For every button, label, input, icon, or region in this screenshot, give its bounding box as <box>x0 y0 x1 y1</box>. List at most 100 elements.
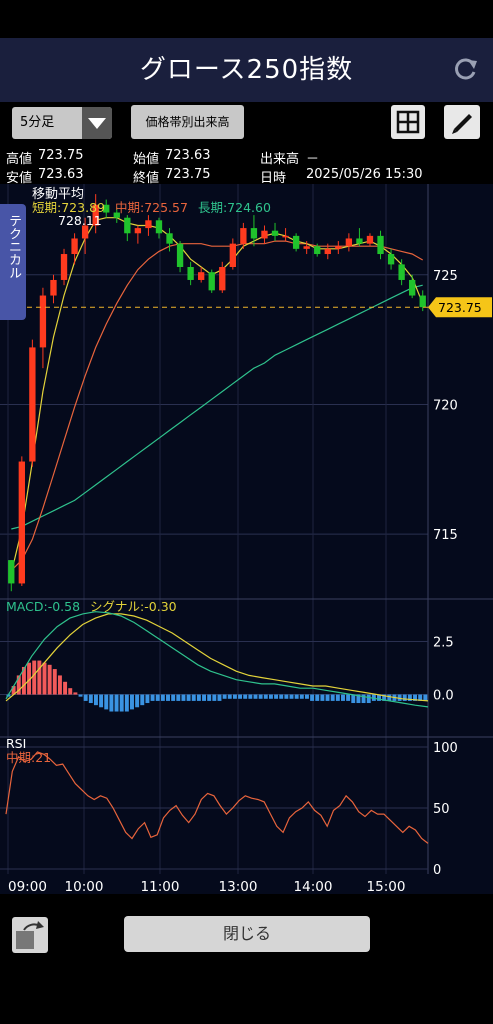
macd-histogram-bar <box>366 694 371 704</box>
candle-body <box>250 228 258 239</box>
close-button[interactable]: 閉じる <box>124 916 370 952</box>
macd-histogram-bar <box>93 694 98 706</box>
sma-long-line <box>11 284 423 530</box>
chart-area[interactable]: 725 720 715 移動平均 短期:723.89 中期:725.57 長期:72… <box>0 184 493 895</box>
candle-body <box>366 235 374 244</box>
rsi-title: RSI <box>6 736 26 751</box>
rsi-legend-value: 21 <box>35 750 51 765</box>
candle-body <box>240 228 247 244</box>
candle-body <box>409 279 416 296</box>
candlestick-series <box>8 194 426 592</box>
candle-body <box>208 272 215 291</box>
macd-histogram-bar <box>279 694 284 699</box>
candle-body <box>155 220 163 234</box>
rotate-icon <box>16 921 44 949</box>
price-band-volume-button[interactable]: 価格帯別出来高 <box>131 105 244 139</box>
candle-body <box>92 204 99 226</box>
macd-histogram-bar <box>222 694 227 699</box>
sma-short-line <box>10 217 424 574</box>
candle-body <box>356 238 363 244</box>
technical-tab-label: テクニカル <box>6 214 21 279</box>
candle-body <box>387 254 395 265</box>
rotate-screen-button[interactable] <box>12 917 48 953</box>
time-tick-label: 09:00 <box>8 879 47 894</box>
legend-mid-value: 725.57 <box>144 200 188 215</box>
candle-body <box>18 461 25 584</box>
macd-histogram-bar <box>119 694 124 712</box>
macd-histogram-bar <box>47 664 52 695</box>
volume-value: － <box>306 152 320 167</box>
sma-mid-line <box>10 240 423 571</box>
candle-body <box>271 230 279 236</box>
legend-long-value: 724.60 <box>227 200 271 215</box>
macd-histogram-bar <box>99 694 104 708</box>
rsi-grid <box>0 746 428 870</box>
price-axis: 725 720 715 <box>433 269 458 543</box>
macd-histogram-bar <box>42 662 47 695</box>
candle-body <box>134 228 142 234</box>
chevron-down-icon <box>82 107 112 139</box>
macd-histogram-bar <box>104 694 109 710</box>
macd-histogram-bar <box>299 694 304 699</box>
drawing-tool-button[interactable] <box>444 105 480 139</box>
pencil-icon <box>452 114 472 134</box>
datetime-value: 2025/05/26 15:30 <box>306 167 423 182</box>
candle-body <box>377 235 384 255</box>
macd-histogram-bar <box>377 694 381 701</box>
macd-histogram-bar <box>11 686 16 695</box>
time-tick-label: 13:00 <box>219 879 258 894</box>
candle-body <box>81 225 89 239</box>
macd-histogram-bar <box>186 694 191 701</box>
macd-histogram-bar <box>145 694 150 704</box>
low-label: 安値 <box>6 171 33 186</box>
legend-short-name: 短期 <box>32 200 57 215</box>
macd-histogram-bar <box>191 694 196 701</box>
macd-histogram-bar <box>258 694 263 699</box>
macd-histogram-bar <box>320 694 325 701</box>
title-bar <box>0 38 493 102</box>
candle-body <box>8 560 15 584</box>
refresh-icon[interactable] <box>453 56 479 82</box>
macd-histogram-bar <box>135 694 140 708</box>
sma-mid-series <box>10 240 423 571</box>
datetime-label: 日時 <box>260 171 287 186</box>
macd-histogram-bar <box>407 694 412 701</box>
macd-histogram-bar <box>361 694 366 704</box>
macd-histogram-bar <box>346 694 351 701</box>
technical-tab[interactable] <box>0 204 26 320</box>
macd-histogram-bar <box>423 694 428 701</box>
rsi-tick-label: 100 <box>433 741 458 756</box>
macd-histogram-bar <box>150 694 155 701</box>
macd-histogram-bar <box>212 694 217 701</box>
rsi-tick-label: 50 <box>433 802 450 817</box>
macd-histogram-bar <box>155 694 160 701</box>
candle-body <box>145 220 152 229</box>
time-axis: 09:00 10:00 11:00 13:00 14:00 15:00 <box>8 879 405 895</box>
candle-body <box>282 235 289 238</box>
candle-body <box>335 246 342 249</box>
macd-histogram-bar <box>268 694 273 699</box>
macd-histogram-bar <box>27 662 32 695</box>
macd-histogram-bar <box>83 694 88 701</box>
macd-histogram-bar <box>114 694 119 712</box>
macd-histogram-bar <box>356 694 361 704</box>
candle-body <box>303 246 310 249</box>
macd-histogram-bar <box>63 681 68 695</box>
macd-histogram-bar <box>387 694 392 701</box>
macd-histogram-bar <box>325 694 330 701</box>
candle-body <box>229 243 236 267</box>
grid-layout-button[interactable] <box>391 105 425 139</box>
rsi-series <box>5 751 429 844</box>
low-value: 723.63 <box>38 167 84 182</box>
grid-icon <box>396 110 420 134</box>
candle-body <box>29 347 36 462</box>
open-value: 723.63 <box>165 148 211 163</box>
candle-body <box>324 248 331 255</box>
macd-histogram-bar <box>382 694 387 701</box>
candle-body <box>292 235 300 249</box>
ma-legend: 短期:723.89 中期:725.57 長期:724.60 <box>32 200 271 215</box>
macd-histogram-bar <box>227 694 232 699</box>
macd-histogram-bar <box>73 692 78 695</box>
period-select[interactable]: 5分足 <box>12 107 112 139</box>
close-value: 723.75 <box>165 167 211 182</box>
